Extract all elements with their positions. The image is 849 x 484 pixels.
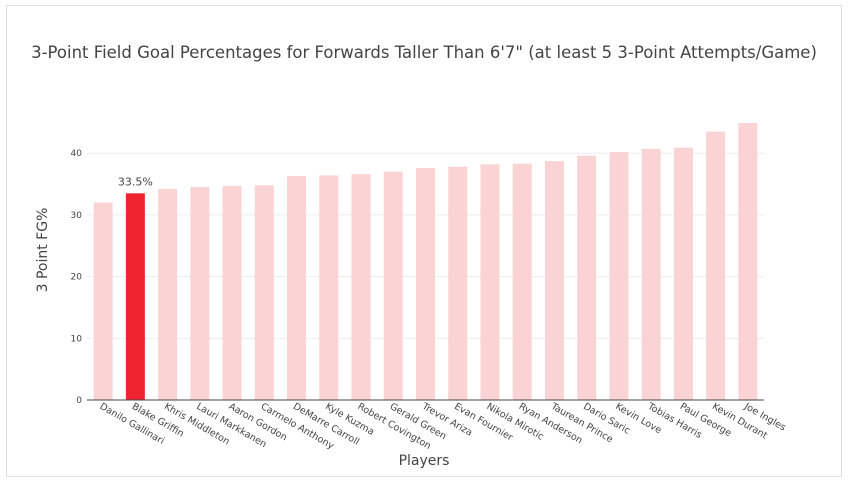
bar-nikola-mirotic[interactable] xyxy=(480,164,500,400)
bar-kyle-kuzma[interactable] xyxy=(319,175,339,400)
bar-kevin-durant[interactable] xyxy=(706,131,726,401)
bar-trevor-ariza[interactable] xyxy=(416,168,435,400)
y-tick-label: 10 xyxy=(71,334,83,344)
bar-danilo-gallinari[interactable] xyxy=(93,202,113,400)
bar-joe-ingles[interactable] xyxy=(738,122,758,400)
bar-khris-middleton[interactable] xyxy=(158,188,178,400)
y-tick-label: 30 xyxy=(71,211,83,221)
bar-taurean-prince[interactable] xyxy=(544,161,564,400)
chart-title: 3-Point Field Goal Percentages for Forwa… xyxy=(31,43,817,62)
data-label: 33.5% xyxy=(118,175,153,188)
bars: 33.5% xyxy=(93,122,758,401)
bar-robert-covington[interactable] xyxy=(351,174,371,400)
y-tick-label: 40 xyxy=(71,149,83,159)
bar-paul-george[interactable] xyxy=(673,147,693,400)
bar-dario-saric[interactable] xyxy=(577,155,597,400)
bar-demarre-carroll[interactable] xyxy=(287,176,307,400)
y-tick-label: 20 xyxy=(71,273,83,283)
bar-carmelo-anthony[interactable] xyxy=(254,185,274,400)
y-axis-title: 3 Point FG% xyxy=(35,208,51,293)
bar-ryan-anderson[interactable] xyxy=(512,163,532,400)
bar-kevin-love[interactable] xyxy=(609,151,629,400)
bar-blake-griffin[interactable] xyxy=(125,193,145,400)
x-axis-title: Players xyxy=(399,453,450,469)
bar-lauri-markkanen[interactable] xyxy=(190,187,210,400)
bar-evan-fournier[interactable] xyxy=(448,166,468,400)
y-tick-label: 0 xyxy=(76,396,82,406)
bar-tobias-harris[interactable] xyxy=(641,148,661,400)
bar-aaron-gordon[interactable] xyxy=(222,185,242,400)
bar-gerald-green[interactable] xyxy=(383,171,403,400)
y-axis-ticks: 0 10 20 30 40 xyxy=(71,149,83,406)
